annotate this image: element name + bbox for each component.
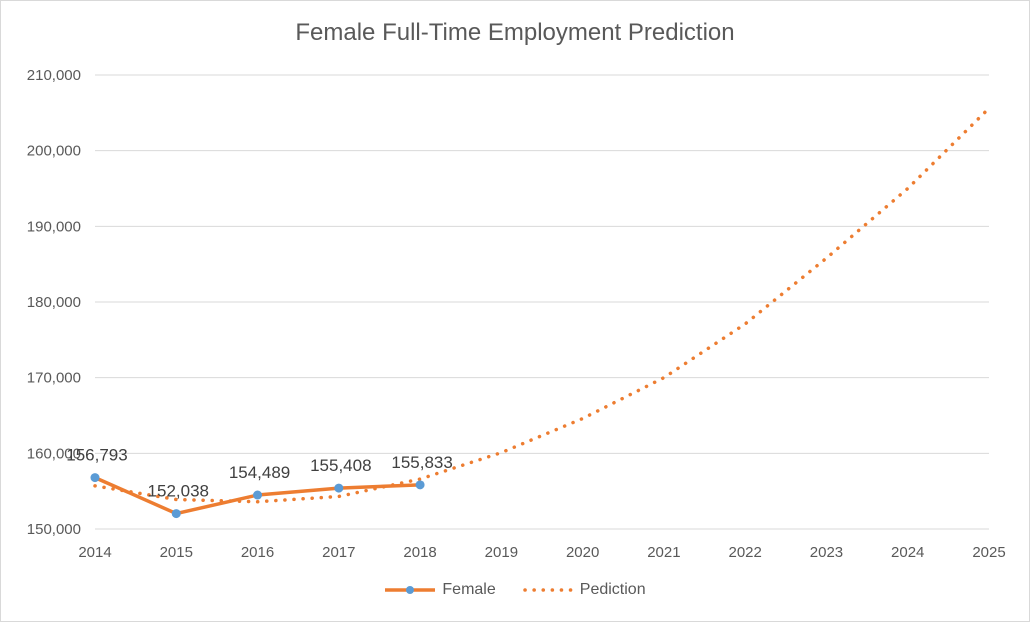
legend-label-prediction: Pediction xyxy=(579,581,646,598)
series-line-prediction xyxy=(93,106,991,504)
x-tick-label: 2019 xyxy=(485,544,518,561)
x-tick-label: 2016 xyxy=(241,544,274,561)
y-tick-label: 210,000 xyxy=(27,67,81,84)
x-tick-label: 2025 xyxy=(972,544,1005,561)
x-tick-label: 2022 xyxy=(728,544,761,561)
legend-item-prediction: Pediction xyxy=(522,581,646,599)
plot-area: 2014 2015 2016 2017 2018 2019 2020 2021 2022 2023… xyxy=(27,67,1006,561)
y-tick-label: 200,000 xyxy=(27,143,81,160)
data-point-female xyxy=(415,480,425,490)
y-tick-label: 160,000 xyxy=(27,445,81,462)
chart-title: Female Full-Time Employment Prediction xyxy=(295,19,735,46)
data-label: 155,833 xyxy=(391,453,452,472)
data-point-female xyxy=(253,490,263,500)
legend-label-female: Female xyxy=(442,581,496,598)
legend-swatch-prediction xyxy=(523,588,574,592)
x-tick-label: 2014 xyxy=(78,544,111,561)
data-point-female xyxy=(334,483,344,493)
x-tick-label: 2021 xyxy=(647,544,680,561)
x-tick-label: 2024 xyxy=(891,544,924,561)
data-label: 152,038 xyxy=(148,482,209,501)
data-label: 156,793 xyxy=(66,446,127,465)
y-tick-label: 170,000 xyxy=(27,370,81,387)
x-tick-label: 2015 xyxy=(160,544,193,561)
data-point-female xyxy=(171,509,181,519)
data-label: 155,408 xyxy=(310,456,371,475)
x-tick-label: 2020 xyxy=(566,544,599,561)
y-tick-label: 180,000 xyxy=(27,294,81,311)
x-tick-label: 2017 xyxy=(322,544,355,561)
data-label: 154,489 xyxy=(229,463,290,482)
legend-swatch-female xyxy=(385,586,436,594)
x-tick-label: 2023 xyxy=(810,544,843,561)
legend-item-female: Female xyxy=(384,581,496,599)
data-point-female xyxy=(90,473,100,483)
y-tick-label: 190,000 xyxy=(27,218,81,235)
y-tick-label: 150,000 xyxy=(27,521,81,538)
x-tick-label: 2018 xyxy=(403,544,436,561)
legend: Female Pediction xyxy=(1,581,1029,599)
